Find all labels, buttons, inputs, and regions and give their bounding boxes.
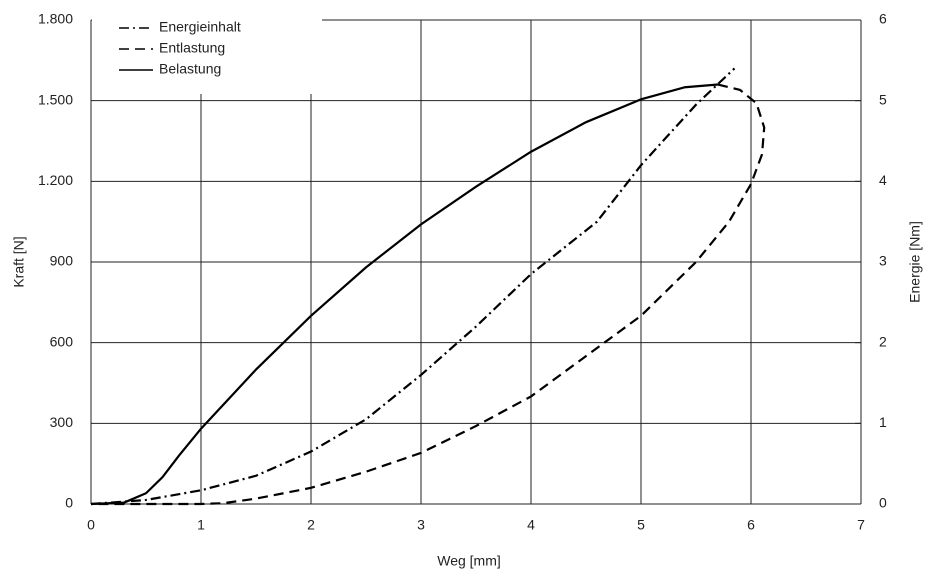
y2-tick-label: 5 [879, 91, 887, 107]
y2-tick-label: 6 [879, 11, 887, 27]
x-tick-label: 3 [417, 517, 425, 533]
y-tick-label: 1.800 [38, 11, 73, 27]
y-tick-label: 1.500 [38, 91, 73, 107]
x-axis-label: Weg [mm] [437, 553, 501, 569]
x-tick-label: 1 [197, 517, 205, 533]
y-axis-label: Kraft [N] [11, 236, 27, 287]
x-tick-label: 5 [637, 517, 645, 533]
y-tick-label: 0 [65, 495, 73, 511]
y-tick-label: 600 [50, 333, 74, 349]
x-tick-label: 6 [747, 517, 755, 533]
series-line [90, 83, 719, 506]
y2-tick-label: 2 [879, 333, 887, 349]
y2-tick-label: 0 [879, 495, 887, 511]
series-line [91, 83, 766, 506]
y-tick-label: 300 [50, 414, 74, 430]
y2-tick-label: 4 [879, 172, 887, 188]
y-tick-label: 1.200 [38, 172, 73, 188]
legend-label: Belastung [159, 61, 221, 77]
x-tick-label: 7 [857, 517, 865, 533]
y2-tick-label: 3 [879, 253, 887, 269]
x-tick-label: 2 [307, 517, 315, 533]
y-tick-label: 900 [50, 253, 74, 269]
x-tick-label: 0 [87, 517, 95, 533]
y2-tick-label: 1 [879, 414, 887, 430]
x-tick-label: 4 [527, 517, 535, 533]
series-line [90, 67, 736, 506]
legend-label: Energieinhalt [159, 19, 241, 35]
legend-label: Entlastung [159, 40, 225, 56]
legend-box [92, 16, 322, 94]
y2-axis-label: Energie [Nm] [907, 221, 923, 303]
